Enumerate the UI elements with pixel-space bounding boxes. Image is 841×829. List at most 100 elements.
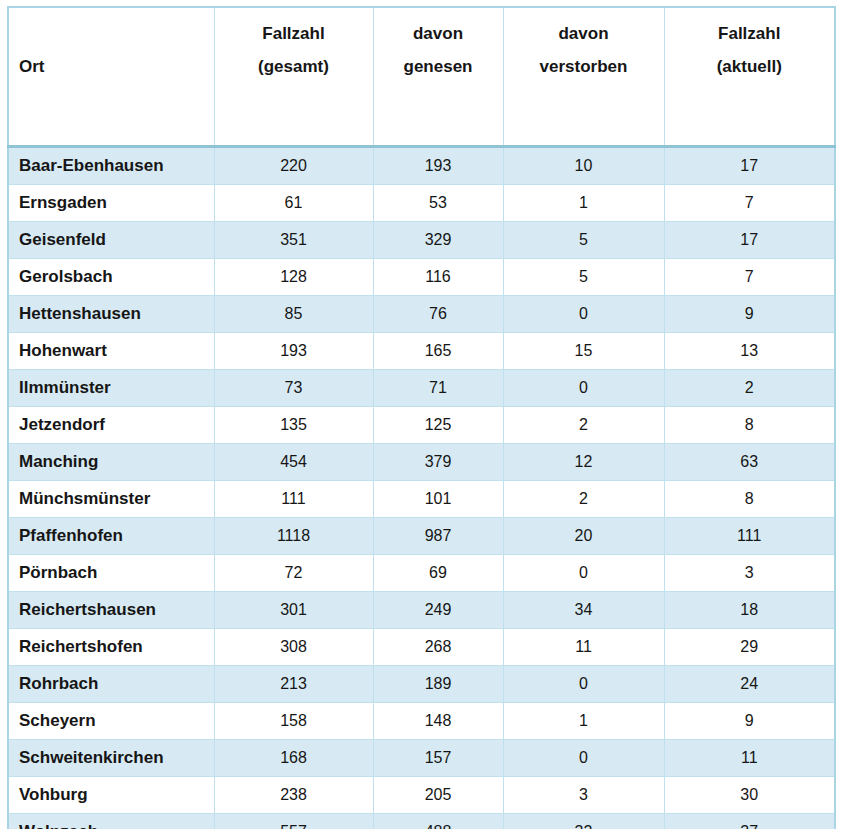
row-cell-fallzahl_gesamt: 213 xyxy=(214,666,373,703)
table-row: Schweitenkirchen168157011 xyxy=(8,740,835,777)
row-cell-fallzahl_gesamt: 557 xyxy=(214,814,373,829)
header-cell-ort: Ort xyxy=(8,7,214,147)
row-cell-davon_verstorben: 11 xyxy=(503,629,664,666)
row-cell-fallzahl_aktuell: 8 xyxy=(664,481,835,518)
row-cell-davon_verstorben: 1 xyxy=(503,703,664,740)
row-cell-fallzahl_aktuell: 30 xyxy=(664,777,835,814)
row-cell-ort: Vohburg xyxy=(8,777,214,814)
row-cell-fallzahl_aktuell: 24 xyxy=(664,666,835,703)
row-cell-fallzahl_aktuell: 3 xyxy=(664,555,835,592)
row-cell-ort: Gerolsbach xyxy=(8,259,214,296)
row-cell-davon_verstorben: 2 xyxy=(503,481,664,518)
row-cell-fallzahl_aktuell: 11 xyxy=(664,740,835,777)
header-cell-davon-genesen: davon genesen xyxy=(373,7,503,147)
row-cell-fallzahl_aktuell: 29 xyxy=(664,629,835,666)
row-cell-davon_verstorben: 3 xyxy=(503,777,664,814)
row-cell-fallzahl_gesamt: 1118 xyxy=(214,518,373,555)
row-cell-ort: Manching xyxy=(8,444,214,481)
row-cell-davon_verstorben: 5 xyxy=(503,222,664,259)
row-cell-ort: Rohrbach xyxy=(8,666,214,703)
header-label-line2: (gesamt) xyxy=(216,50,372,83)
row-cell-davon_genesen: 76 xyxy=(373,296,503,333)
row-cell-fallzahl_gesamt: 128 xyxy=(214,259,373,296)
table-row: Münchsmünster11110128 xyxy=(8,481,835,518)
table-row: Hettenshausen857609 xyxy=(8,296,835,333)
table-row: Hohenwart1931651513 xyxy=(8,333,835,370)
row-cell-ort: Ernsgaden xyxy=(8,185,214,222)
row-cell-fallzahl_gesamt: 85 xyxy=(214,296,373,333)
row-cell-ort: Hohenwart xyxy=(8,333,214,370)
row-cell-davon_verstorben: 5 xyxy=(503,259,664,296)
row-cell-davon_genesen: 125 xyxy=(373,407,503,444)
row-cell-davon_genesen: 249 xyxy=(373,592,503,629)
table-row: Vohburg238205330 xyxy=(8,777,835,814)
row-cell-fallzahl_gesamt: 72 xyxy=(214,555,373,592)
table-body: Baar-Ebenhausen2201931017Ernsgaden615317… xyxy=(8,147,835,829)
row-cell-davon_genesen: 101 xyxy=(373,481,503,518)
row-cell-davon_verstorben: 2 xyxy=(503,407,664,444)
row-cell-davon_genesen: 189 xyxy=(373,666,503,703)
row-cell-fallzahl_aktuell: 8 xyxy=(664,407,835,444)
row-cell-davon_genesen: 193 xyxy=(373,147,503,185)
row-cell-ort: Münchsmünster xyxy=(8,481,214,518)
header-label-line2: genesen xyxy=(375,50,502,83)
table-row: Ilmmünster737102 xyxy=(8,370,835,407)
row-cell-fallzahl_gesamt: 168 xyxy=(214,740,373,777)
row-cell-davon_verstorben: 10 xyxy=(503,147,664,185)
row-cell-davon_verstorben: 1 xyxy=(503,185,664,222)
row-cell-fallzahl_aktuell: 2 xyxy=(664,370,835,407)
row-cell-fallzahl_gesamt: 220 xyxy=(214,147,373,185)
row-cell-ort: Scheyern xyxy=(8,703,214,740)
row-cell-ort: Wolnzach xyxy=(8,814,214,829)
row-cell-fallzahl_aktuell: 37 xyxy=(664,814,835,829)
row-cell-fallzahl_aktuell: 7 xyxy=(664,185,835,222)
table-row: Scheyern15814819 xyxy=(8,703,835,740)
header-cell-davon-verstorben: davon verstorben xyxy=(503,7,664,147)
header-label-line2: (aktuell) xyxy=(666,50,834,83)
row-cell-davon_verstorben: 0 xyxy=(503,740,664,777)
row-cell-davon_genesen: 71 xyxy=(373,370,503,407)
row-cell-davon_genesen: 987 xyxy=(373,518,503,555)
table-header-row: Ort Fallzahl (gesamt) davon genesen davo… xyxy=(8,7,835,147)
row-cell-fallzahl_gesamt: 301 xyxy=(214,592,373,629)
covid-cases-table: Ort Fallzahl (gesamt) davon genesen davo… xyxy=(7,6,836,829)
row-cell-ort: Ilmmünster xyxy=(8,370,214,407)
row-cell-fallzahl_gesamt: 454 xyxy=(214,444,373,481)
table-row: Jetzendorf13512528 xyxy=(8,407,835,444)
row-cell-ort: Baar-Ebenhausen xyxy=(8,147,214,185)
row-cell-ort: Schweitenkirchen xyxy=(8,740,214,777)
row-cell-davon_genesen: 205 xyxy=(373,777,503,814)
row-cell-davon_verstorben: 0 xyxy=(503,370,664,407)
row-cell-ort: Reichertshofen xyxy=(8,629,214,666)
row-cell-fallzahl_gesamt: 308 xyxy=(214,629,373,666)
header-label-line1: davon xyxy=(505,17,663,50)
page: Ort Fallzahl (gesamt) davon genesen davo… xyxy=(0,0,841,829)
header-label-ort: Ort xyxy=(19,50,213,83)
row-cell-davon_verstorben: 0 xyxy=(503,666,664,703)
row-cell-davon_genesen: 268 xyxy=(373,629,503,666)
row-cell-fallzahl_gesamt: 351 xyxy=(214,222,373,259)
row-cell-davon_verstorben: 34 xyxy=(503,592,664,629)
row-cell-davon_genesen: 488 xyxy=(373,814,503,829)
row-cell-fallzahl_aktuell: 9 xyxy=(664,703,835,740)
row-cell-fallzahl_gesamt: 111 xyxy=(214,481,373,518)
row-cell-fallzahl_gesamt: 61 xyxy=(214,185,373,222)
row-cell-fallzahl_aktuell: 18 xyxy=(664,592,835,629)
row-cell-ort: Reichertshausen xyxy=(8,592,214,629)
row-cell-davon_genesen: 157 xyxy=(373,740,503,777)
header-label-line2: verstorben xyxy=(505,50,663,83)
table-row: Pfaffenhofen111898720111 xyxy=(8,518,835,555)
row-cell-fallzahl_aktuell: 111 xyxy=(664,518,835,555)
row-cell-fallzahl_gesamt: 238 xyxy=(214,777,373,814)
row-cell-davon_verstorben: 12 xyxy=(503,444,664,481)
row-cell-fallzahl_aktuell: 13 xyxy=(664,333,835,370)
row-cell-fallzahl_gesamt: 158 xyxy=(214,703,373,740)
table-row: Reichertshofen3082681129 xyxy=(8,629,835,666)
row-cell-davon_verstorben: 0 xyxy=(503,555,664,592)
row-cell-davon_genesen: 165 xyxy=(373,333,503,370)
row-cell-ort: Jetzendorf xyxy=(8,407,214,444)
header-label-line1: davon xyxy=(375,17,502,50)
row-cell-davon_verstorben: 20 xyxy=(503,518,664,555)
row-cell-ort: Pörnbach xyxy=(8,555,214,592)
row-cell-fallzahl_gesamt: 135 xyxy=(214,407,373,444)
